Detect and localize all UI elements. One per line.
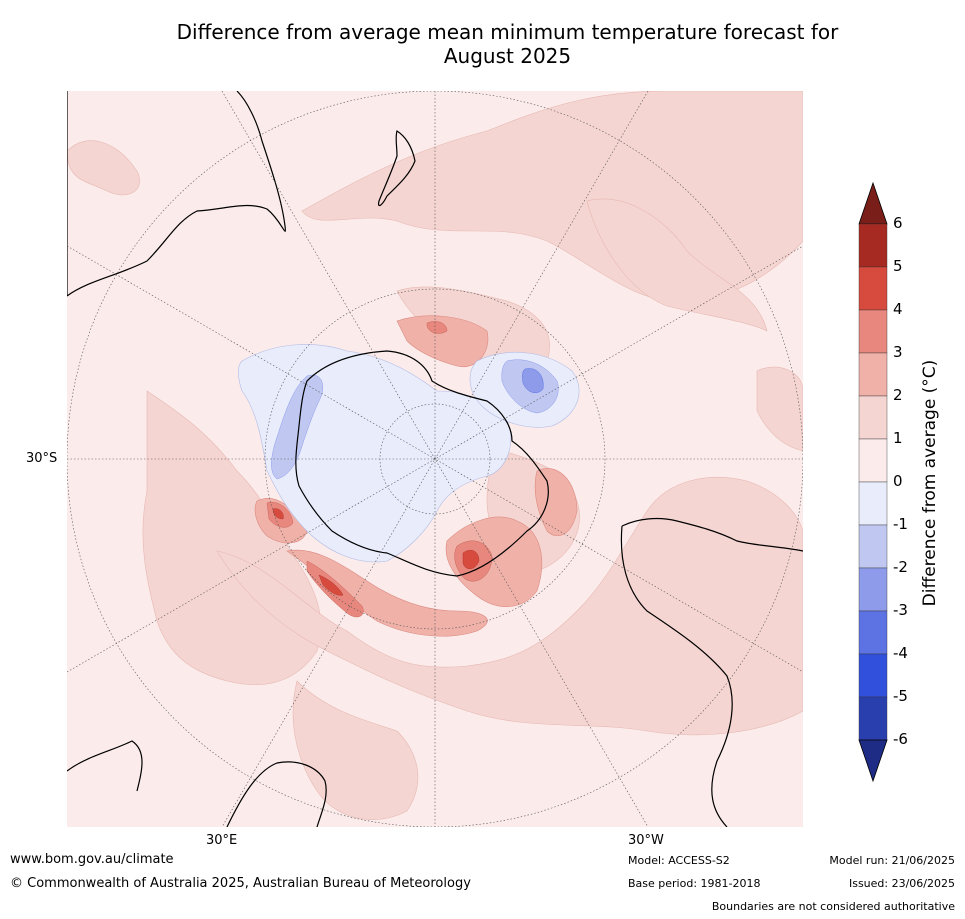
colorbar-bin — [858, 567, 888, 612]
colorbar-tick-label: -5 — [893, 687, 908, 705]
colorbar-tick-label: 5 — [893, 257, 903, 275]
footer-model-run: Model run: 21/06/2025 — [829, 854, 955, 867]
colorbar-tick-label: 3 — [893, 343, 903, 361]
colorbar-tick-label: -1 — [893, 515, 908, 533]
colorbar-title: Difference from average (°C) — [920, 359, 940, 607]
antarctica-coastline — [295, 350, 549, 577]
lon-label-30e: 30°E — [206, 833, 238, 848]
colorbar-over-triangle — [858, 181, 888, 225]
south-america-coastline — [620, 517, 803, 827]
footer-issued: Issued: 23/06/2025 — [848, 877, 955, 890]
footer-disclaimer: Boundaries are not considered authoritat… — [711, 900, 955, 913]
colorbar-bin — [858, 653, 888, 698]
colorbar-bin — [858, 309, 888, 354]
anomaly-minus-3-to-minus-2-region — [522, 368, 544, 394]
colorbar-tick-label: -3 — [893, 601, 908, 619]
colorbar-bin — [858, 610, 888, 655]
colorbar-tick-label: 2 — [893, 386, 903, 404]
colorbar-bin — [858, 266, 888, 311]
colorbar-bin — [858, 696, 888, 741]
footer-copyright: © Commonwealth of Australia 2025, Austra… — [10, 876, 471, 891]
new-zealand-coastline — [377, 130, 416, 207]
colorbar-tick-label: 6 — [893, 214, 903, 232]
colorbar-tick-label: -4 — [893, 644, 908, 662]
polar-map — [67, 91, 803, 827]
colorbar-tick-label: 0 — [893, 472, 903, 490]
colorbar-bin — [858, 524, 888, 569]
lon-label-30w: 30°W — [628, 833, 664, 848]
colorbar-tick-label: -2 — [893, 558, 908, 576]
anomaly-1-to-2-regions — [67, 91, 803, 820]
footer-base-period: Base period: 1981-2018 — [628, 877, 761, 890]
colorbar-bin — [858, 438, 888, 483]
colorbar-bin — [858, 481, 888, 526]
colorbar-tick-label: 1 — [893, 429, 903, 447]
anomaly-4-to-5-regions — [272, 508, 480, 596]
colorbar-tick-label: -6 — [893, 730, 908, 748]
lat-label-30s: 30°S — [26, 451, 58, 466]
footer-model: Model: ACCESS-S2 — [628, 854, 730, 867]
australia-coastline — [67, 91, 287, 297]
map-title: Difference from average mean minimum tem… — [60, 20, 955, 68]
colorbar-bin — [858, 352, 888, 397]
title-line-2: August 2025 — [443, 44, 572, 68]
coastlines — [67, 91, 803, 827]
colorbar-bin — [858, 395, 888, 440]
graticule — [67, 91, 803, 827]
africa-coastline — [67, 740, 327, 827]
colorbar — [858, 181, 888, 783]
colorbar-tick-label: 4 — [893, 300, 903, 318]
title-line-1: Difference from average mean minimum tem… — [176, 20, 839, 44]
footer-website[interactable]: www.bom.gov.au/climate — [10, 852, 174, 867]
colorbar-bin — [858, 223, 888, 268]
colorbar-under-triangle — [858, 739, 888, 783]
